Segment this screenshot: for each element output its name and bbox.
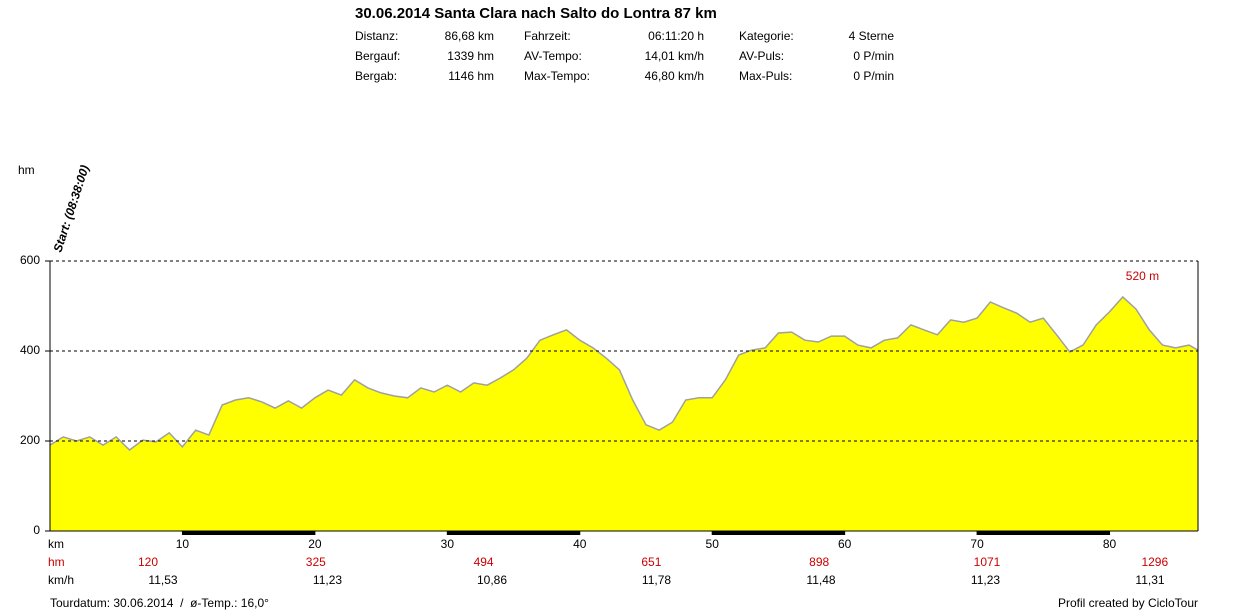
speed-value: 11,23 — [313, 573, 342, 587]
stat-label: Max-Puls: — [739, 69, 792, 83]
stat-value: 14,01 km/h — [645, 49, 704, 63]
km-band — [182, 531, 315, 535]
stat-label: AV-Puls: — [739, 49, 784, 63]
speed-value: 11,53 — [148, 573, 177, 587]
stat-value: 06:11:20 h — [648, 29, 704, 43]
stat-value: 0 P/min — [853, 69, 894, 83]
stat-value: 0 P/min — [853, 49, 894, 63]
x-tick-label: 40 — [573, 537, 587, 551]
stat-label: Kategorie: — [739, 29, 794, 43]
chart-title: 30.06.2014 Santa Clara nach Salto do Lon… — [355, 5, 717, 22]
start-label: Start: (08:38:00) — [51, 163, 92, 254]
footer-right: Profil created by CicloTour — [1058, 596, 1198, 610]
speed-value: 11,31 — [1135, 573, 1164, 587]
speed-value: 11,23 — [971, 573, 1000, 587]
x-tick-label: 20 — [308, 537, 322, 551]
speed-value: 11,48 — [806, 573, 835, 587]
x-tick-label: 10 — [176, 537, 190, 551]
line — [49, 295, 1199, 451]
hm-value: 1296 — [1141, 555, 1168, 569]
speed-value: 11,78 — [642, 573, 671, 587]
x-axis-label: km — [48, 537, 64, 551]
stat-value: 86,68 km — [445, 29, 494, 43]
x-tick-label: 50 — [706, 537, 720, 551]
speed-value: 10,86 — [477, 573, 507, 587]
x-tick-label: 70 — [970, 537, 984, 551]
stat-label: Distanz: — [355, 29, 398, 43]
y-tick-label: 200 — [20, 433, 40, 447]
km-band — [977, 531, 1110, 535]
x-tick-label: 80 — [1103, 537, 1117, 551]
stat-label: Bergab: — [355, 69, 397, 83]
stat-label: Fahrzeit: — [524, 29, 571, 43]
row-label: km/h — [48, 573, 74, 587]
hm-value: 325 — [306, 555, 326, 569]
hm-value: 1071 — [974, 555, 1001, 569]
km-band — [447, 531, 580, 535]
annotation: 520 m — [1126, 269, 1159, 283]
stat-value: 4 Sterne — [849, 29, 895, 43]
x-tick-label: 30 — [441, 537, 455, 551]
row-label: hm — [48, 555, 65, 569]
stat-value: 1146 hm — [448, 69, 494, 83]
stat-value: 1339 hm — [447, 49, 494, 63]
km-band — [712, 531, 845, 535]
hm-value: 494 — [474, 555, 494, 569]
y-tick-label: 600 — [20, 253, 40, 267]
hm-value: 651 — [641, 555, 661, 569]
hm-value: 120 — [138, 555, 158, 569]
stat-label: Max-Tempo: — [524, 69, 590, 83]
hm-value: 898 — [809, 555, 829, 569]
footer-left: Tourdatum: 30.06.2014 / ø-Temp.: 16,0° — [50, 596, 269, 610]
x-tick-label: 60 — [838, 537, 852, 551]
y-tick-label: 0 — [33, 523, 40, 537]
stat-value: 46,80 km/h — [645, 69, 704, 83]
stat-label: Bergauf: — [355, 49, 400, 63]
y-tick-label: 400 — [20, 343, 40, 357]
y-axis-label: hm — [18, 163, 35, 177]
area — [50, 297, 1198, 531]
stat-label: AV-Tempo: — [524, 49, 582, 63]
